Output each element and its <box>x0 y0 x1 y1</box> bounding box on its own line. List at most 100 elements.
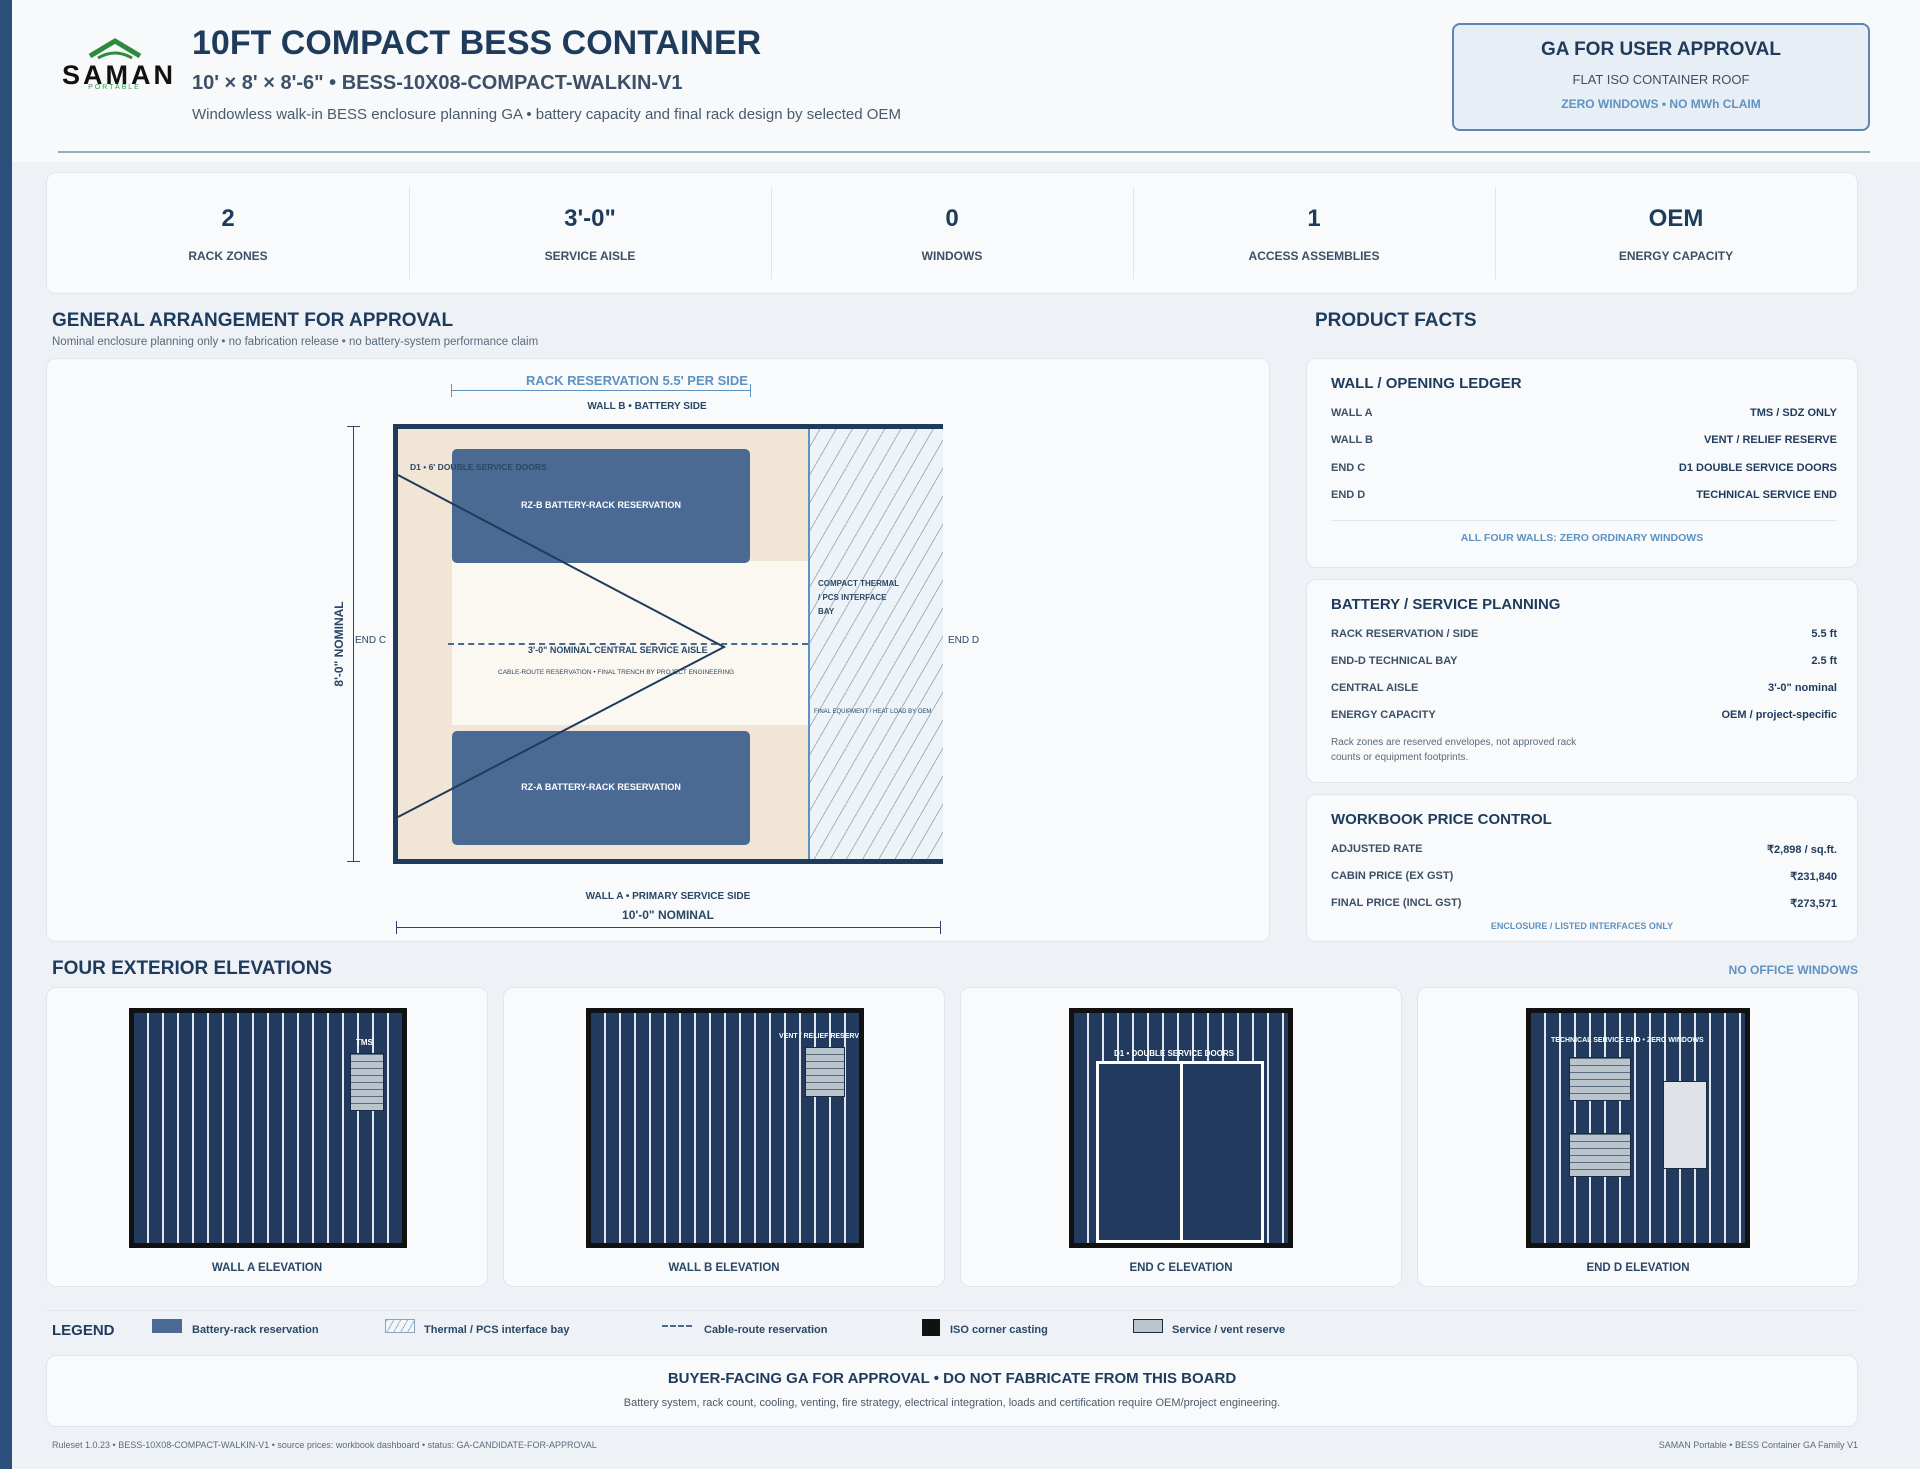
battery-value: 2.5 ft <box>1811 655 1837 667</box>
double-service-door <box>1096 1061 1264 1243</box>
battery-value: 5.5 ft <box>1811 628 1837 640</box>
wall-b-label: WALL B • BATTERY SIDE <box>587 401 707 412</box>
family-footer: SAMAN Portable • BESS Container GA Famil… <box>1658 1440 1858 1450</box>
ledger-key: END C <box>1331 462 1366 474</box>
ledger-divider <box>1331 520 1837 521</box>
ledger-key: END D <box>1331 489 1366 501</box>
left-accent-bar <box>0 0 12 1469</box>
legend-thermal-label: Thermal / PCS interface bay <box>424 1324 570 1336</box>
battery-key: END-D TECHNICAL BAY <box>1331 655 1458 667</box>
ledger-value: TECHNICAL SERVICE END <box>1696 489 1837 501</box>
page-title: 10FT COMPACT BESS CONTAINER <box>192 24 762 62</box>
ledger-value: D1 DOUBLE SERVICE DOORS <box>1678 462 1837 474</box>
stat-rack-zones: 2 RACK ZONES <box>47 173 409 293</box>
battery-key: RACK RESERVATION / SIDE <box>1331 628 1479 640</box>
rack-zone-b-label: RZ-B BATTERY-RACK RESERVATION <box>520 500 681 510</box>
width-dimension-tick <box>347 426 360 427</box>
cable-route-swatch-icon <box>662 1325 692 1327</box>
price-key: FINAL PRICE (INCL GST) <box>1331 897 1462 909</box>
legend-battery-label: Battery-rack reservation <box>192 1324 319 1336</box>
end-d-label: END D <box>948 635 980 646</box>
battery-value: 3'-0" nominal <box>1768 682 1837 694</box>
door-label: D1 • 6' DOUBLE SERVICE DOORS <box>410 462 547 472</box>
length-dimension-tick <box>940 921 941 934</box>
wall-a-label: WALL A • PRIMARY SERVICE SIDE <box>585 891 751 902</box>
end-d-elevation-panel: TECHNICAL SERVICE END • ZERO WINDOWS END… <box>1417 987 1859 1287</box>
service-vent-swatch-icon <box>1133 1319 1163 1333</box>
ledger-value: VENT / RELIEF RESERVE <box>1703 434 1837 446</box>
battery-row: END-D TECHNICAL BAY 2.5 ft <box>1331 655 1837 673</box>
stat-windows: 0 WINDOWS <box>771 173 1133 293</box>
end-c-elevation-panel: D1 • DOUBLE SERVICE DOORS END C ELEVATIO… <box>960 987 1402 1287</box>
stat-label: ENERGY CAPACITY <box>1618 249 1734 263</box>
bay-label-line-3: BAY <box>818 607 835 616</box>
battery-service-card: BATTERY / SERVICE PLANNING RACK RESERVAT… <box>1306 579 1858 783</box>
ledger-value: TMS / SDZ ONLY <box>1750 407 1837 419</box>
wall-opening-ledger-card: WALL / OPENING LEDGER WALL A TMS / SDZ ON… <box>1306 358 1858 568</box>
end-c-label: END C <box>355 635 387 646</box>
end-c-elevation-label: END C ELEVATION <box>1129 1262 1233 1274</box>
price-row: CABIN PRICE (EX GST) ₹231,840 <box>1331 870 1837 888</box>
aisle-label: 3'-0" NOMINAL CENTRAL SERVICE AISLE <box>528 645 708 655</box>
legend-title: LEGEND <box>52 1322 115 1339</box>
header-divider <box>58 151 1870 153</box>
notice-title: BUYER-FACING GA FOR APPROVAL • DO NOT FA… <box>667 1370 1237 1387</box>
door-tag-label: D1 • DOUBLE SERVICE DOORS <box>1114 1049 1235 1058</box>
ledger-footer: ALL FOUR WALLS: ZERO ORDINARY WINDOWS <box>1460 532 1704 544</box>
price-row: FINAL PRICE (INCL GST) ₹273,571 <box>1331 897 1837 915</box>
legend: LEGEND Battery-rack reservation Thermal … <box>0 1310 1920 1350</box>
corner-casting-swatch-icon <box>922 1319 940 1336</box>
stat-service-aisle: 3'-0" SERVICE AISLE <box>409 173 771 293</box>
tms-label: TMS <box>356 1038 373 1047</box>
door-swing-diagram <box>397 474 727 818</box>
elevations-title: FOUR EXTERIOR ELEVATIONS <box>52 958 333 979</box>
price-key: ADJUSTED RATE <box>1331 843 1423 855</box>
stat-energy-capacity: OEM ENERGY CAPACITY <box>1495 173 1857 293</box>
legend-corner-label: ISO corner casting <box>950 1324 1048 1336</box>
stat-value: 1 <box>1307 205 1321 232</box>
wall-a-elevation-panel: TMS WALL A ELEVATION <box>46 987 488 1287</box>
upper-service-louver <box>1569 1057 1631 1101</box>
technical-end-label: TECHNICAL SERVICE END • ZERO WINDOWS <box>1551 1037 1704 1044</box>
approval-line-1: FLAT ISO CONTAINER ROOF <box>1572 72 1750 87</box>
battery-row: RACK RESERVATION / SIDE 5.5 ft <box>1331 628 1837 646</box>
stat-label: ACCESS ASSEMBLIES <box>1248 249 1380 263</box>
length-dimension-line <box>396 927 940 928</box>
end-c-elevation: D1 • DOUBLE SERVICE DOORS <box>1069 1008 1293 1248</box>
header: SAMAN PORTABLE 10FT COMPACT BESS CONTAIN… <box>12 0 1920 162</box>
ledger-row: WALL A TMS / SDZ ONLY <box>1331 407 1837 425</box>
width-dimension-tick <box>347 861 360 862</box>
bay-note: FINAL EQUIPMENT / HEAT LOAD BY OEM <box>814 709 932 715</box>
stats-strip: 2 RACK ZONES 3'-0" SERVICE AISLE 0 WINDOWS … <box>46 172 1858 294</box>
cable-route-label: CABLE-ROUTE RESERVATION • FINAL TRENCH B… <box>498 669 735 676</box>
battery-card-title: BATTERY / SERVICE PLANNING <box>1331 596 1561 613</box>
battery-row: ENERGY CAPACITY OEM / project-specific <box>1331 709 1837 727</box>
ledger-row: END D TECHNICAL SERVICE END <box>1331 489 1837 507</box>
cable-route-line <box>448 643 808 645</box>
technical-access-panel <box>1663 1081 1707 1169</box>
stat-value: OEM <box>1648 205 1704 232</box>
battery-note-2: counts or equipment footprints. <box>1331 752 1469 763</box>
end-d-elevation: TECHNICAL SERVICE END • ZERO WINDOWS <box>1526 1008 1750 1248</box>
vent-relief-label: VENT / RELIEF RESERV <box>779 1033 859 1040</box>
legend-service-label: Service / vent reserve <box>1172 1324 1286 1336</box>
approval-badge: GA FOR USER APPROVAL FLAT ISO CONTAINER … <box>1452 23 1870 131</box>
battery-key: ENERGY CAPACITY <box>1331 709 1436 721</box>
ruleset-footer: Ruleset 1.0.23 • BESS-10X08-COMPACT-WALK… <box>52 1440 597 1450</box>
price-value: ₹231,840 <box>1790 871 1837 883</box>
product-facts-title: PRODUCT FACTS <box>1315 310 1477 331</box>
price-card-title: WORKBOOK PRICE CONTROL <box>1331 811 1552 828</box>
wall-a-elevation-label: WALL A ELEVATION <box>211 1262 323 1274</box>
price-value: ₹273,571 <box>1790 898 1837 910</box>
ga-section-note: Nominal enclosure planning only • no fab… <box>52 336 539 348</box>
wall-b-elevation-panel: VENT / RELIEF RESERV WALL B ELEVATION <box>503 987 945 1287</box>
stat-label: SERVICE AISLE <box>544 249 636 263</box>
price-row: ADJUSTED RATE ₹2,898 / sq.ft. <box>1331 843 1837 861</box>
page-description: Windowless walk-in BESS enclosure planni… <box>192 106 901 123</box>
length-dimension-label: 10'-0" NOMINAL <box>622 908 714 922</box>
wall-b-elevation-label: WALL B ELEVATION <box>668 1262 780 1274</box>
approval-line-2: ZERO WINDOWS • NO MWh CLAIM <box>1561 97 1761 111</box>
wall-b-elevation: VENT / RELIEF RESERV <box>586 1008 864 1248</box>
width-dimension-label: 8'-0" NOMINAL <box>332 601 346 687</box>
ledger-key: WALL A <box>1331 407 1373 419</box>
